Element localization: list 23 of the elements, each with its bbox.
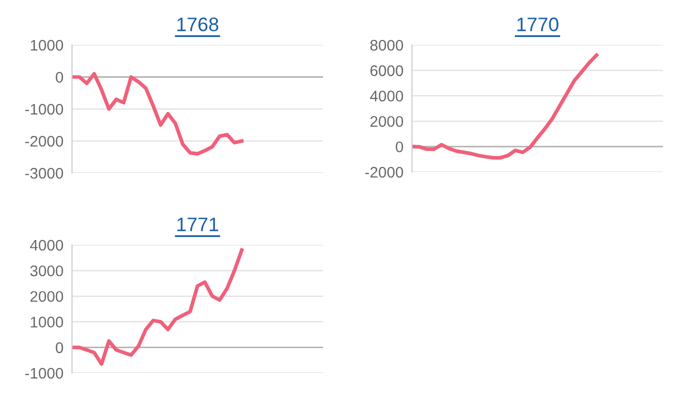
y-tick-label: -1000 — [25, 368, 64, 379]
line-series — [72, 72, 244, 156]
y-tick-label: 1000 — [30, 316, 64, 328]
chart-title: 1768 — [177, 18, 218, 32]
y-tick-label: 0 — [56, 342, 64, 354]
y-tick-label: 8000 — [370, 40, 404, 51]
y-tick-label: 4000 — [30, 240, 64, 251]
chart-title: 1771 — [177, 218, 218, 232]
y-tick-label: 1000 — [30, 40, 64, 51]
y-tick-label: -1000 — [25, 104, 64, 115]
y-tick-label: 4000 — [370, 90, 404, 102]
line-series — [72, 248, 244, 366]
y-tick-label: -2000 — [25, 136, 64, 147]
y-tick-label: -2000 — [365, 166, 404, 178]
y-tick-label: 2000 — [370, 116, 404, 127]
y-tick-label: 0 — [56, 72, 64, 83]
y-tick-label: 2000 — [30, 291, 64, 302]
y-tick-label: 6000 — [370, 65, 404, 76]
y-tick-label: 0 — [396, 141, 404, 152]
line-series — [412, 53, 598, 160]
chart-title: 1770 — [517, 18, 558, 32]
y-tick-label: -3000 — [25, 168, 64, 179]
y-tick-label: 3000 — [30, 265, 64, 276]
